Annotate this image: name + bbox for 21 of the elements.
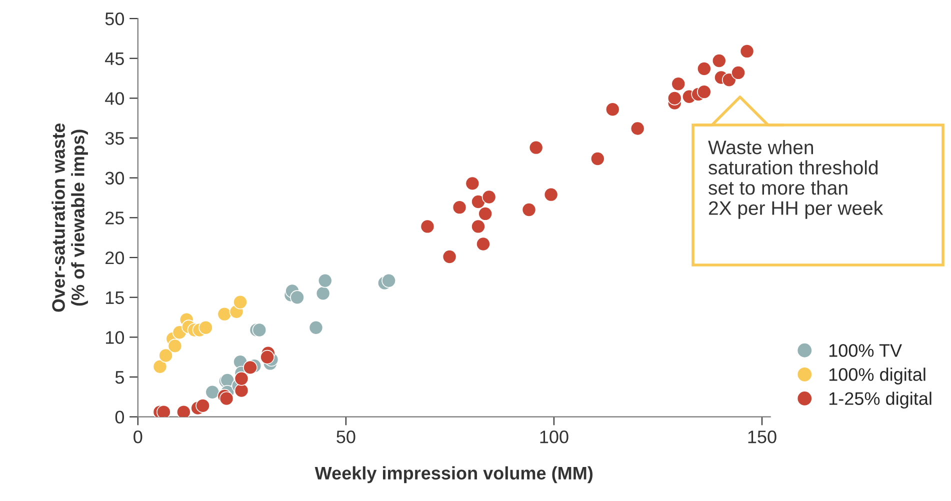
y-tick-label: 10	[106, 331, 124, 344]
y-tick-label: 30	[105, 172, 124, 185]
x-tick-label: 0	[134, 430, 142, 444]
y-tick-label: 40	[105, 92, 124, 105]
annotation: Waste when saturation threshold set to more than 2X per HH per week	[708, 140, 884, 219]
y-axis-title: Over-saturation waste (% of viewable imps)	[52, 123, 88, 312]
x-tick-label: 50	[336, 430, 356, 444]
y-tick-label: 5	[115, 371, 124, 384]
y-tick-label: 25	[106, 212, 124, 224]
x-tick-label: 100	[540, 430, 568, 444]
y-tick-label: 45	[105, 52, 124, 66]
y-tick-label: 0	[115, 410, 124, 424]
y-tick-label: 50	[105, 12, 124, 26]
y-tick-label: 15	[106, 291, 124, 304]
x-tick-label: 150	[748, 430, 776, 444]
legend-label: 100% TV	[829, 344, 902, 357]
legend-label: 100% digital	[829, 368, 926, 384]
y-tick-label: 35	[105, 132, 124, 145]
legend-label: 1-25% digital	[829, 392, 932, 409]
x-axis-title: Weekly impression volume (MM)	[314, 466, 593, 484]
y-tick-label: 20	[106, 251, 124, 264]
